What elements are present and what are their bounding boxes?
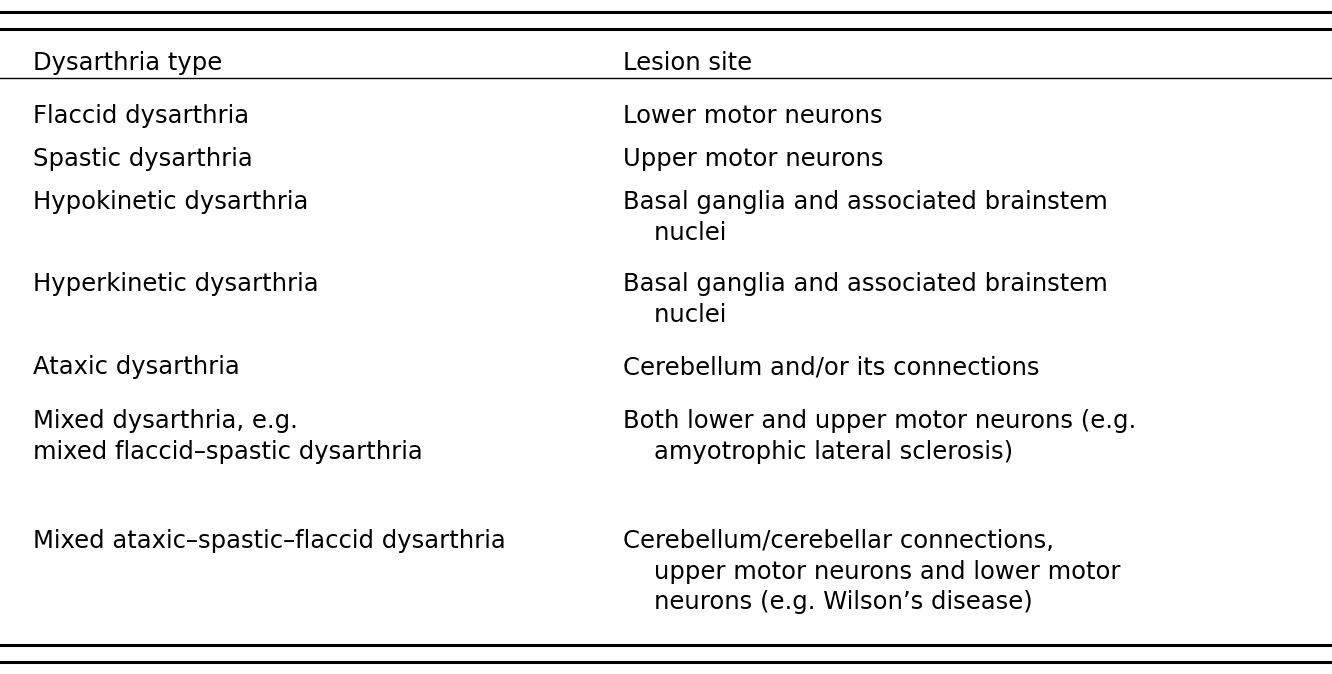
Text: Cerebellum and/or its connections: Cerebellum and/or its connections xyxy=(623,355,1040,379)
Text: Lesion site: Lesion site xyxy=(623,51,753,75)
Text: Mixed dysarthria, e.g.
mixed flaccid–spastic dysarthria: Mixed dysarthria, e.g. mixed flaccid–spa… xyxy=(33,409,424,464)
Text: Lower motor neurons: Lower motor neurons xyxy=(623,104,883,129)
Text: Mixed ataxic–spastic–flaccid dysarthria: Mixed ataxic–spastic–flaccid dysarthria xyxy=(33,529,506,553)
Text: Dysarthria type: Dysarthria type xyxy=(33,51,222,75)
Text: Basal ganglia and associated brainstem
    nuclei: Basal ganglia and associated brainstem n… xyxy=(623,272,1108,327)
Text: Ataxic dysarthria: Ataxic dysarthria xyxy=(33,355,240,379)
Text: Both lower and upper motor neurons (e.g.
    amyotrophic lateral sclerosis): Both lower and upper motor neurons (e.g.… xyxy=(623,409,1136,464)
Text: Flaccid dysarthria: Flaccid dysarthria xyxy=(33,104,249,129)
Text: Upper motor neurons: Upper motor neurons xyxy=(623,147,884,171)
Text: Hyperkinetic dysarthria: Hyperkinetic dysarthria xyxy=(33,272,318,297)
Text: Cerebellum/cerebellar connections,
    upper motor neurons and lower motor
    n: Cerebellum/cerebellar connections, upper… xyxy=(623,529,1120,615)
Text: Hypokinetic dysarthria: Hypokinetic dysarthria xyxy=(33,190,309,214)
Text: Basal ganglia and associated brainstem
    nuclei: Basal ganglia and associated brainstem n… xyxy=(623,190,1108,245)
Text: Spastic dysarthria: Spastic dysarthria xyxy=(33,147,253,171)
